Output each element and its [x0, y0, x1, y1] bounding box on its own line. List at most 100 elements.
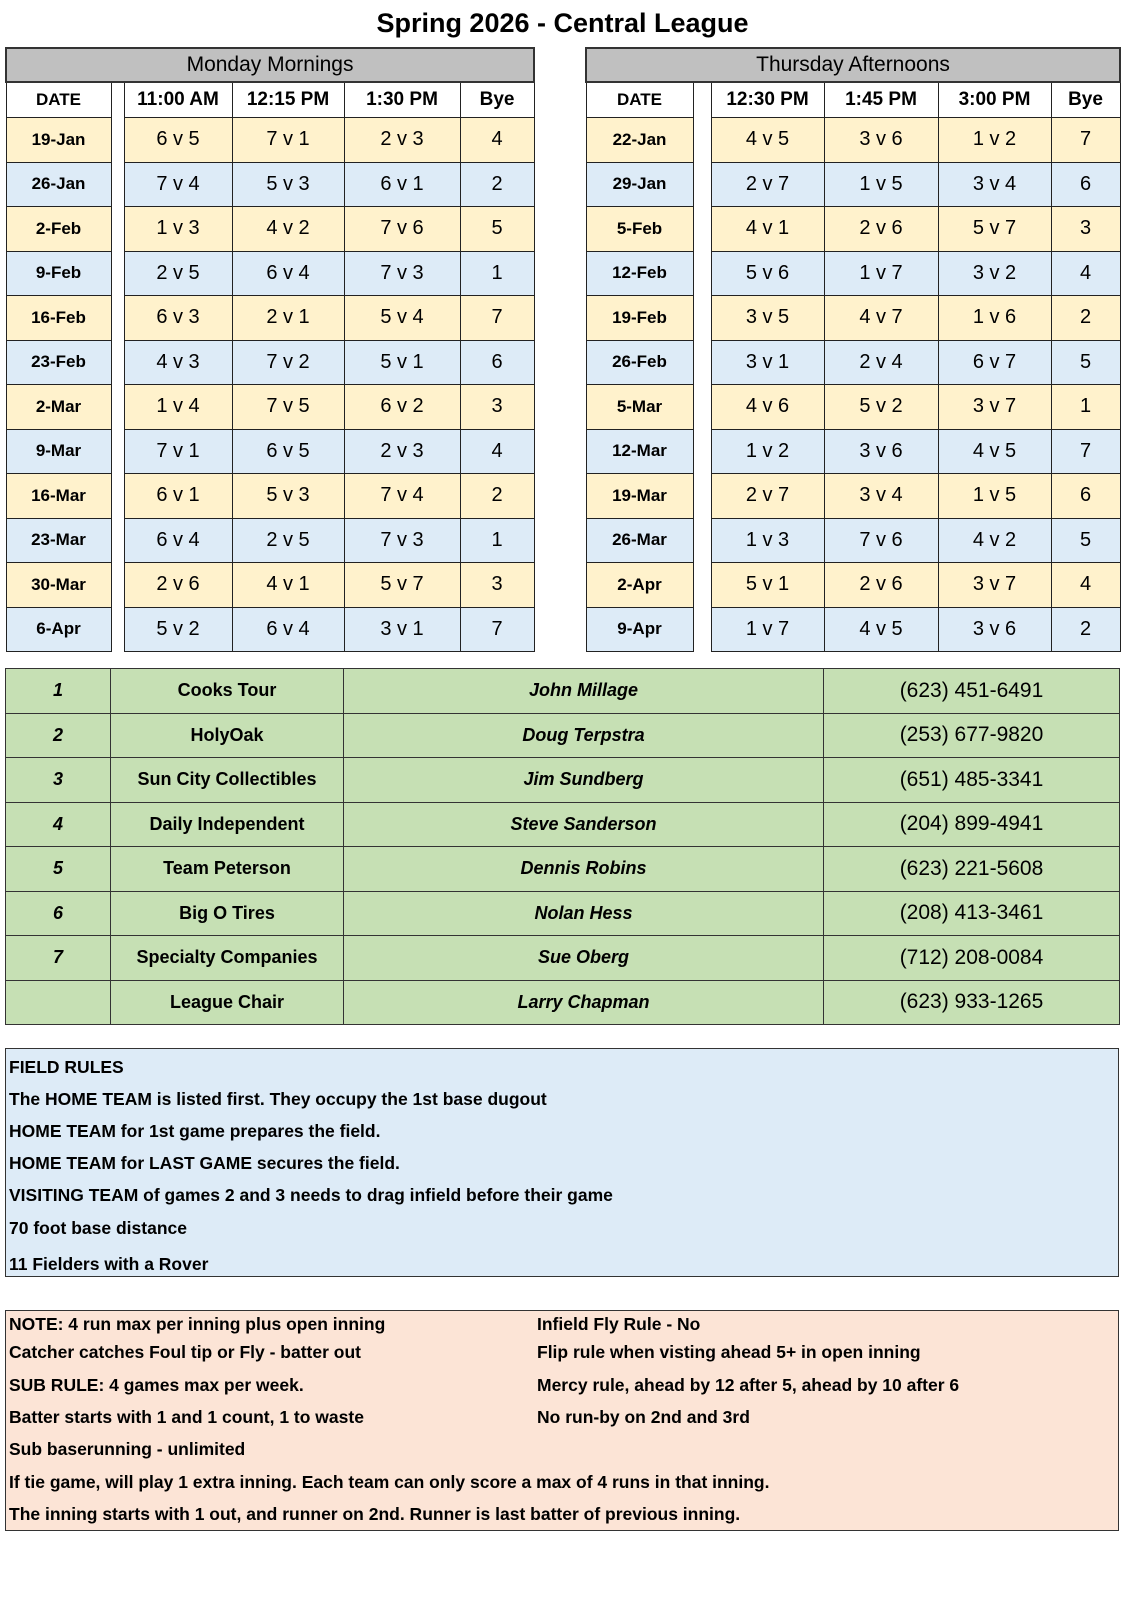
- rule-line: The HOME TEAM is listed first. They occu…: [9, 1089, 547, 1109]
- note-line: If tie game, will play 1 extra inning. E…: [9, 1472, 770, 1492]
- matchup-cell: 5 v 7: [937, 206, 1052, 252]
- date-cell: 2-Apr: [585, 562, 694, 608]
- manager-name: Steve Sanderson: [343, 801, 824, 847]
- bye-cell: 7: [1050, 117, 1121, 163]
- note-line: Infield Fly Rule - No: [537, 1314, 701, 1334]
- matchup-cell: 6 v 5: [123, 117, 233, 163]
- matchup-cell: 2 v 3: [343, 117, 461, 163]
- column-header: 12:15 PM: [231, 81, 345, 118]
- date-cell: 6-Apr: [5, 606, 112, 652]
- matchup-cell: 2 v 1: [231, 295, 345, 341]
- note-line: Sub baserunning - unlimited: [9, 1439, 246, 1459]
- spacer-cell: [110, 117, 125, 162]
- bye-cell: 5: [1050, 517, 1121, 563]
- spacer-cell: [692, 518, 712, 563]
- phone-number: (623) 221-5608: [823, 846, 1120, 892]
- team-name: Specialty Companies: [110, 935, 344, 981]
- contact-row: 3 Sun City Collectibles Jim Sundberg (651) …: [5, 757, 1120, 803]
- bye-cell: 7: [459, 295, 535, 341]
- matchup-cell: 4 v 7: [823, 295, 939, 341]
- page-title: Spring 2026 - Central League: [376, 8, 749, 38]
- notes-box: NOTE: 4 run max per inning plus open inn…: [5, 1310, 1119, 1531]
- date-cell: 26-Jan: [5, 161, 112, 207]
- date-cell: 30-Mar: [5, 562, 112, 608]
- bye-cell: 5: [1050, 339, 1121, 385]
- matchup-cell: 6 v 4: [123, 517, 233, 563]
- matchup-cell: 3 v 2: [937, 250, 1052, 296]
- manager-name: Nolan Hess: [343, 890, 824, 936]
- spacer-cell: [692, 117, 712, 162]
- matchup-cell: 6 v 5: [231, 428, 345, 474]
- spacer-cell: [692, 251, 712, 296]
- spacer-cell: [110, 206, 125, 251]
- matchup-cell: 1 v 7: [710, 606, 825, 652]
- spacer-cell: [110, 429, 125, 474]
- bye-cell: 1: [1050, 384, 1121, 430]
- date-cell: 26-Mar: [585, 517, 694, 563]
- matchup-cell: 6 v 1: [123, 473, 233, 519]
- schedule-heading: Monday Mornings: [4, 47, 536, 83]
- matchup-cell: 6 v 7: [937, 339, 1052, 385]
- matchup-cell: 3 v 1: [343, 606, 461, 652]
- column-header: 11:00 AM: [123, 81, 233, 118]
- team-name: League Chair: [110, 979, 344, 1025]
- date-cell: 5-Feb: [585, 206, 694, 252]
- matchup-cell: 4 v 5: [823, 606, 939, 652]
- team-number: 4: [5, 801, 111, 847]
- rule-line: HOME TEAM for 1st game prepares the fiel…: [9, 1121, 381, 1141]
- field-rules-box: FIELD RULES The HOME TEAM is listed first…: [5, 1048, 1119, 1277]
- bye-cell: 2: [459, 161, 535, 207]
- note-line: The inning starts with 1 out, and runner…: [9, 1504, 741, 1524]
- team-number: 6: [5, 890, 111, 936]
- matchup-cell: 5 v 7: [343, 562, 461, 608]
- phone-number: (623) 451-6491: [823, 668, 1120, 714]
- bye-cell: 2: [459, 473, 535, 519]
- note-line: Flip rule when visting ahead 5+ in open …: [537, 1342, 921, 1362]
- note-line: No run-by on 2nd and 3rd: [537, 1407, 750, 1427]
- note-line: SUB RULE: 4 games max per week.: [9, 1375, 304, 1395]
- monday-schedule-table: Monday Mornings DATE 11:00 AM 12:15 PM 1:30 …: [4, 47, 536, 652]
- spacer-cell: [110, 162, 125, 207]
- team-number: 7: [5, 935, 111, 981]
- spacer-cell: [692, 607, 712, 652]
- matchup-cell: 2 v 7: [710, 161, 825, 207]
- phone-number: (651) 485-3341: [823, 757, 1120, 803]
- team-number: 1: [5, 668, 111, 714]
- column-header: 3:00 PM: [937, 81, 1052, 118]
- matchup-cell: 3 v 7: [937, 384, 1052, 430]
- matchup-cell: 3 v 1: [710, 339, 825, 385]
- manager-name: Jim Sundberg: [343, 757, 824, 803]
- rule-line: 70 foot base distance: [9, 1218, 187, 1238]
- matchup-cell: 1 v 7: [823, 250, 939, 296]
- bye-cell: 6: [459, 339, 535, 385]
- matchup-cell: 7 v 3: [343, 517, 461, 563]
- note-line: Mercy rule, ahead by 12 after 5, ahead b…: [537, 1375, 960, 1395]
- column-header: DATE: [585, 81, 694, 118]
- spacer-cell: [110, 340, 125, 385]
- matchup-cell: 5 v 3: [231, 473, 345, 519]
- contact-row: League Chair Larry Chapman (623) 933-1265: [5, 979, 1120, 1025]
- manager-name: Larry Chapman: [343, 979, 824, 1025]
- bye-cell: 4: [459, 428, 535, 474]
- matchup-cell: 1 v 5: [937, 473, 1052, 519]
- schedule-heading-row: Thursday Afternoons: [584, 47, 1122, 83]
- matchup-cell: 5 v 3: [231, 161, 345, 207]
- bye-cell: 7: [1050, 428, 1121, 474]
- date-cell: 19-Jan: [5, 117, 112, 163]
- matchup-cell: 6 v 2: [343, 384, 461, 430]
- bye-cell: 1: [459, 517, 535, 563]
- bye-cell: 1: [459, 250, 535, 296]
- bye-cell: 4: [1050, 250, 1121, 296]
- matchup-cell: 4 v 2: [231, 206, 345, 252]
- column-header: DATE: [5, 81, 112, 118]
